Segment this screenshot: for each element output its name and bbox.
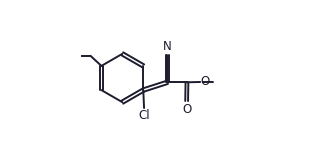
Text: Cl: Cl: [138, 109, 150, 122]
Text: O: O: [182, 103, 191, 116]
Text: O: O: [201, 76, 210, 88]
Text: N: N: [163, 40, 172, 53]
